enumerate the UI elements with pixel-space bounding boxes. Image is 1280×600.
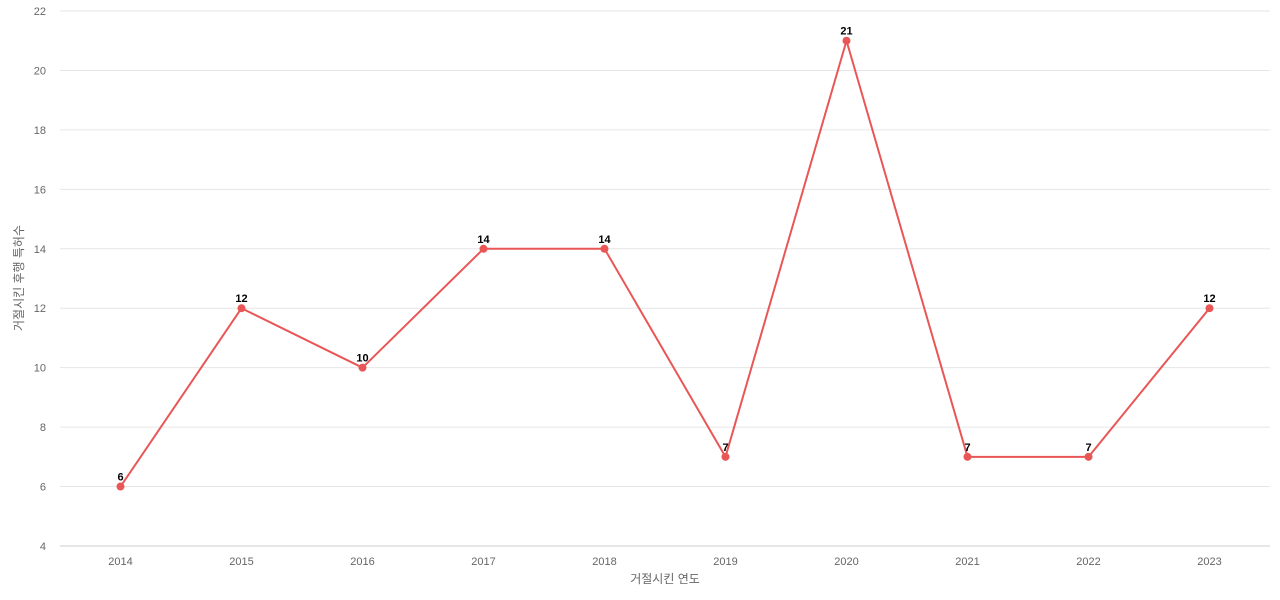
y-tick-label: 20 [34, 65, 46, 77]
data-label: 7 [722, 442, 728, 454]
x-tick-label: 2017 [471, 556, 495, 568]
data-point[interactable] [116, 482, 125, 491]
y-tick-label: 4 [40, 541, 46, 553]
x-tick-label: 2021 [955, 556, 979, 568]
y-tick-label: 10 [34, 363, 46, 375]
data-point[interactable] [1084, 452, 1093, 461]
data-point[interactable] [842, 36, 851, 45]
y-axis-title: 거절시킨 후행 특허수 [11, 225, 26, 331]
y-tick-label: 6 [40, 482, 46, 494]
data-point[interactable] [479, 244, 488, 253]
data-point[interactable] [237, 304, 246, 313]
x-tick-label: 2015 [229, 556, 253, 568]
data-point[interactable] [963, 452, 972, 461]
y-tick-label: 12 [34, 303, 46, 315]
gridlines [60, 10, 1270, 488]
series-line [119, 39, 1211, 488]
data-label: 7 [964, 442, 970, 454]
y-tick-label: 8 [40, 422, 46, 434]
data-label: 10 [356, 353, 368, 365]
data-point[interactable] [721, 452, 730, 461]
x-tick-label: 2019 [713, 556, 737, 568]
data-label: 14 [598, 234, 611, 246]
y-tick-label: 18 [34, 125, 46, 137]
x-tick-label: 2022 [1076, 556, 1100, 568]
data-labels: 6 12 10 14 14 7 21 7 7 12 [117, 26, 1215, 484]
data-point[interactable] [600, 244, 609, 253]
x-tick-label: 2018 [592, 556, 616, 568]
data-point[interactable] [1205, 304, 1214, 313]
data-label: 14 [477, 234, 490, 246]
data-point[interactable] [358, 363, 367, 372]
y-tick-label: 16 [34, 184, 46, 196]
data-label: 7 [1085, 442, 1091, 454]
series-layer [116, 36, 1214, 491]
x-axis-title: 거절시킨 연도 [630, 572, 700, 586]
y-tick-label: 14 [34, 244, 46, 256]
data-label: 21 [840, 26, 852, 38]
y-tick-label: 22 [34, 6, 46, 18]
data-label: 12 [1203, 293, 1215, 305]
x-tick-label: 2014 [108, 556, 132, 568]
data-label: 12 [235, 293, 247, 305]
x-tick-label: 2023 [1197, 556, 1221, 568]
x-tick-label: 2016 [350, 556, 374, 568]
x-tick-label: 2020 [834, 556, 858, 568]
data-label: 6 [117, 472, 123, 484]
